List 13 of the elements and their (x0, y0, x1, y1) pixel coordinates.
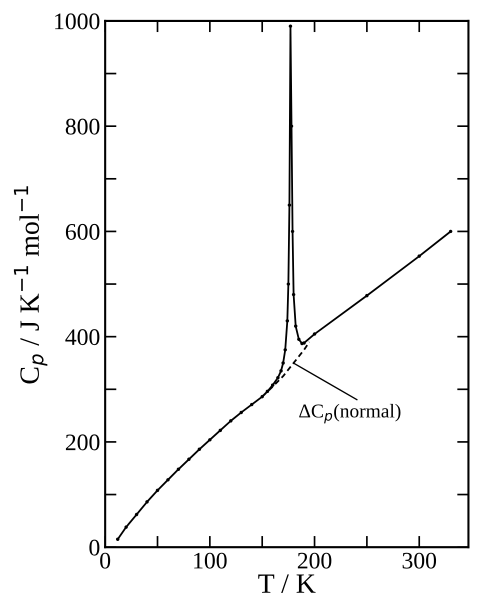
y-tick-label: 1000 (55, 13, 100, 30)
x-tick-label: 300 (402, 552, 436, 569)
y-tick-label: 400 (65, 329, 100, 346)
x-axis-title: T / K (258, 574, 316, 593)
y-tick-label: 800 (66, 118, 100, 135)
y-axis-title: C$_{p}$ / J K$^{−1}$ mol$^{−1}$ (14, 186, 48, 384)
y-tick-label: 0 (89, 540, 100, 556)
annotation: ΔC$_{p}$(normal) (299, 404, 400, 424)
x-tick-label: 200 (298, 552, 332, 569)
y-tick-label: 600 (66, 224, 100, 240)
x-tick-label: 100 (194, 552, 227, 569)
y-tick-label: 200 (66, 434, 100, 450)
x-tick-label: 0 (100, 552, 110, 569)
